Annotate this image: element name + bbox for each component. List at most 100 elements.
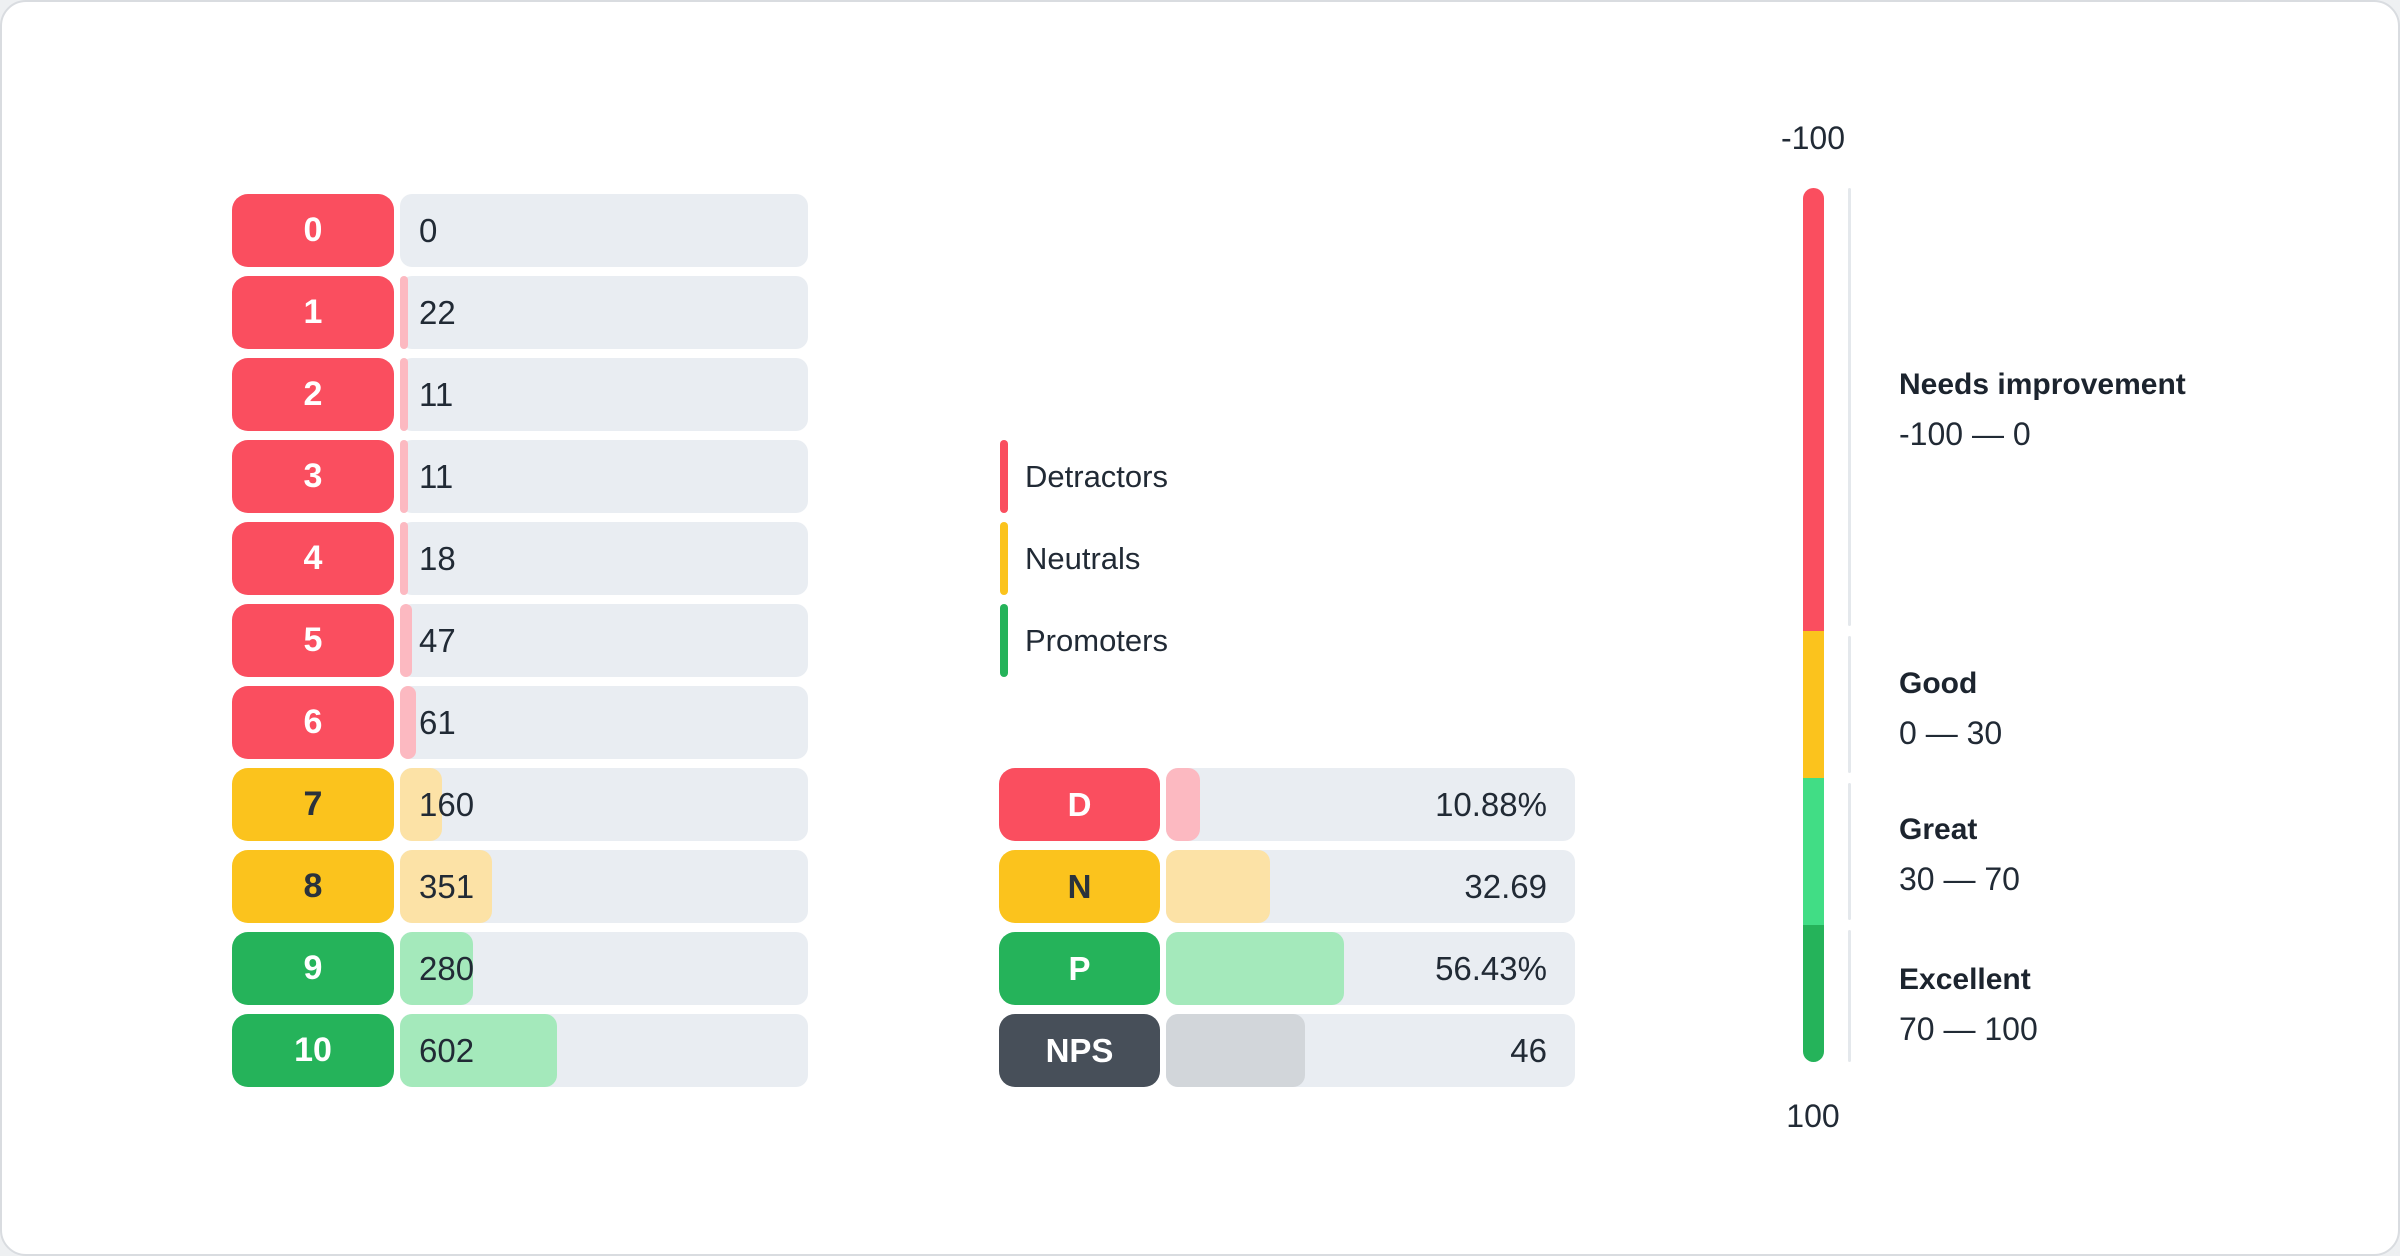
gauge-segment bbox=[1803, 188, 1824, 632]
gauge-zone-label: Needs improvement -100 — 0 bbox=[1899, 365, 2186, 455]
score-bar-fill bbox=[400, 932, 474, 1005]
gauge-divider-segment bbox=[1848, 188, 1851, 626]
score-bar-fill bbox=[400, 850, 492, 923]
gauge-zone-label: Great 30 — 70 bbox=[1899, 810, 2020, 900]
score-row: 10 602 bbox=[232, 1014, 808, 1087]
legend-swatch bbox=[1000, 604, 1008, 677]
gauge-divider-segment bbox=[1848, 930, 1851, 1062]
score-bar-track: 0 bbox=[400, 194, 808, 267]
score-row: 8 351 bbox=[232, 850, 808, 923]
score-bar-fill bbox=[400, 440, 408, 513]
score-row: 3 11 bbox=[232, 440, 808, 513]
score-bar-fill bbox=[400, 604, 413, 677]
score-badge: 9 bbox=[232, 932, 394, 1005]
summary-bar-fill bbox=[1166, 768, 1200, 841]
summary-bar-track: 10.88% bbox=[1166, 768, 1575, 841]
score-bar-track: 11 bbox=[400, 440, 808, 513]
score-badge: 3 bbox=[232, 440, 394, 513]
score-bar-track: 351 bbox=[400, 850, 808, 923]
score-row: 0 0 bbox=[232, 194, 808, 267]
score-bar-track: 11 bbox=[400, 358, 808, 431]
legend-item: Promoters bbox=[1000, 604, 1168, 677]
summary-row: D 10.88% bbox=[999, 768, 1575, 841]
gauge-zone-label: Excellent 70 — 100 bbox=[1899, 960, 2038, 1050]
score-count: 351 bbox=[419, 867, 475, 905]
score-row: 1 22 bbox=[232, 276, 808, 349]
nps-summary-chart: D 10.88% N 32.69 P 56.43% NPS 46 bbox=[999, 768, 1575, 1096]
score-count: 18 bbox=[419, 539, 456, 577]
score-count: 602 bbox=[419, 1031, 475, 1069]
gauge-zone-title: Good bbox=[1899, 667, 1978, 700]
score-bar-fill bbox=[400, 768, 442, 841]
summary-badge: N bbox=[999, 850, 1160, 923]
score-bar-track: 602 bbox=[400, 1014, 808, 1087]
legend-label: Promoters bbox=[1025, 622, 1168, 658]
score-bar-fill bbox=[400, 522, 408, 595]
summary-value: 32.69 bbox=[1464, 867, 1547, 905]
score-count: 160 bbox=[419, 785, 475, 823]
summary-bar-fill bbox=[1166, 1014, 1306, 1087]
score-count: 22 bbox=[419, 293, 456, 331]
score-count: 11 bbox=[419, 457, 454, 495]
score-badge: 5 bbox=[232, 604, 394, 677]
score-bar-fill bbox=[400, 1014, 558, 1087]
score-bar-track: 160 bbox=[400, 768, 808, 841]
score-bar-track: 47 bbox=[400, 604, 808, 677]
score-badge: 0 bbox=[232, 194, 394, 267]
gauge-divider-segment bbox=[1848, 636, 1851, 773]
legend-swatch bbox=[1000, 440, 1008, 513]
score-count: 47 bbox=[419, 621, 456, 659]
summary-row: P 56.43% bbox=[999, 932, 1575, 1005]
gauge-divider-segment bbox=[1848, 783, 1851, 920]
score-badge: 10 bbox=[232, 1014, 394, 1087]
score-row: 9 280 bbox=[232, 932, 808, 1005]
score-count: 280 bbox=[419, 949, 475, 987]
gauge-max-label: -100 bbox=[1780, 120, 1846, 156]
summary-value: 46 bbox=[1510, 1031, 1547, 1069]
legend-item: Detractors bbox=[1000, 440, 1168, 513]
summary-row: N 32.69 bbox=[999, 850, 1575, 923]
score-bar-track: 18 bbox=[400, 522, 808, 595]
gauge-zone-range: 0 — 30 bbox=[1899, 715, 2003, 751]
summary-row: NPS 46 bbox=[999, 1014, 1575, 1087]
score-row: 4 18 bbox=[232, 522, 808, 595]
summary-badge: NPS bbox=[999, 1014, 1160, 1087]
gauge-segment bbox=[1803, 631, 1824, 778]
gauge-zone-title: Great bbox=[1899, 813, 1978, 846]
gauge-segment bbox=[1803, 777, 1824, 925]
score-badge: 6 bbox=[232, 686, 394, 759]
score-row: 6 61 bbox=[232, 686, 808, 759]
score-bar-fill bbox=[400, 358, 408, 431]
summary-bar-track: 46 bbox=[1166, 1014, 1575, 1087]
score-bar-fill bbox=[400, 686, 416, 759]
legend-label: Detractors bbox=[1025, 458, 1168, 494]
score-row: 5 47 bbox=[232, 604, 808, 677]
score-count: 0 bbox=[419, 211, 438, 249]
summary-bar-track: 32.69 bbox=[1166, 850, 1575, 923]
gauge-zone-range: 70 — 100 bbox=[1899, 1011, 2038, 1047]
score-count: 11 bbox=[419, 375, 454, 413]
gauge-min-label: 100 bbox=[1786, 1098, 1840, 1134]
summary-bar-track: 56.43% bbox=[1166, 932, 1575, 1005]
gauge-zone-range: 30 — 70 bbox=[1899, 861, 2020, 897]
score-row: 7 160 bbox=[232, 768, 808, 841]
score-distribution-chart: 0 0 1 22 2 11 3 11 4 18 5 47 bbox=[232, 194, 808, 1096]
score-row: 2 11 bbox=[232, 358, 808, 431]
summary-value: 10.88% bbox=[1435, 785, 1547, 823]
score-bar-track: 280 bbox=[400, 932, 808, 1005]
score-bar-track: 61 bbox=[400, 686, 808, 759]
score-badge: 4 bbox=[232, 522, 394, 595]
score-bar-fill bbox=[400, 276, 408, 349]
summary-badge: P bbox=[999, 932, 1160, 1005]
gauge-zone-range: -100 — 0 bbox=[1899, 416, 2031, 452]
legend: Detractors Neutrals Promoters bbox=[1000, 440, 1168, 686]
summary-bar-fill bbox=[1166, 850, 1270, 923]
score-badge: 8 bbox=[232, 850, 394, 923]
summary-badge: D bbox=[999, 768, 1160, 841]
score-badge: 2 bbox=[232, 358, 394, 431]
gauge-bar bbox=[1803, 188, 1824, 1062]
gauge-zone-title: Needs improvement bbox=[1899, 368, 2186, 401]
legend-item: Neutrals bbox=[1000, 522, 1168, 595]
